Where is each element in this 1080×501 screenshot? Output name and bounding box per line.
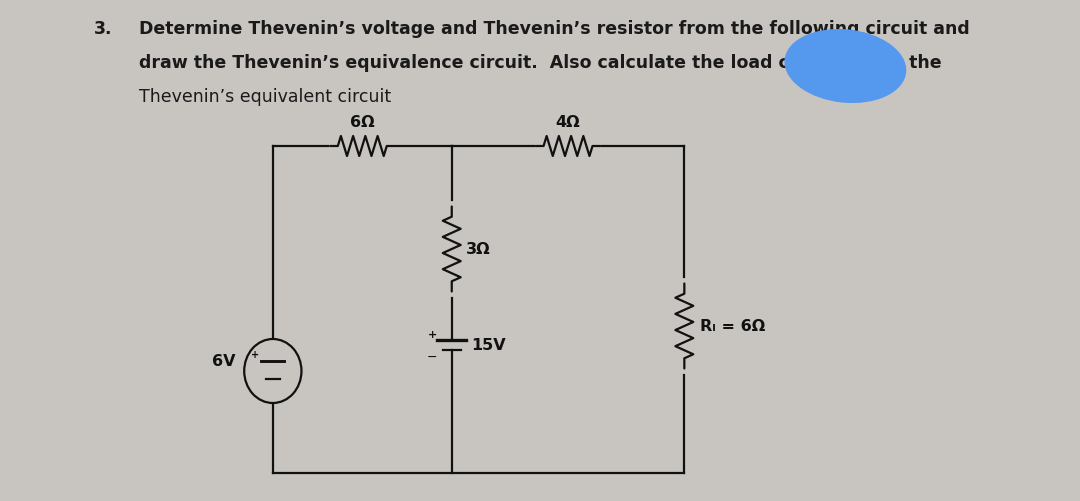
Text: −: − bbox=[427, 350, 437, 363]
Text: Rₗ = 6Ω: Rₗ = 6Ω bbox=[700, 319, 765, 334]
Text: 3.: 3. bbox=[94, 20, 112, 38]
Ellipse shape bbox=[785, 31, 905, 103]
Text: Determine Thevenin’s voltage and Thevenin’s resistor from the following circuit : Determine Thevenin’s voltage and Theveni… bbox=[138, 20, 970, 38]
Text: draw the Thevenin’s equivalence circuit.  Also calculate the load current from t: draw the Thevenin’s equivalence circuit.… bbox=[138, 54, 942, 72]
FancyBboxPatch shape bbox=[0, 0, 967, 501]
Text: 6V: 6V bbox=[212, 354, 235, 369]
Text: 6Ω: 6Ω bbox=[350, 115, 375, 130]
Text: +: + bbox=[428, 329, 436, 339]
Text: +: + bbox=[251, 349, 259, 359]
Text: Thevenin’s equivalent circuit: Thevenin’s equivalent circuit bbox=[138, 88, 391, 106]
Text: 4Ω: 4Ω bbox=[556, 115, 580, 130]
Text: 3Ω: 3Ω bbox=[467, 242, 490, 257]
Text: 15V: 15V bbox=[472, 338, 507, 353]
